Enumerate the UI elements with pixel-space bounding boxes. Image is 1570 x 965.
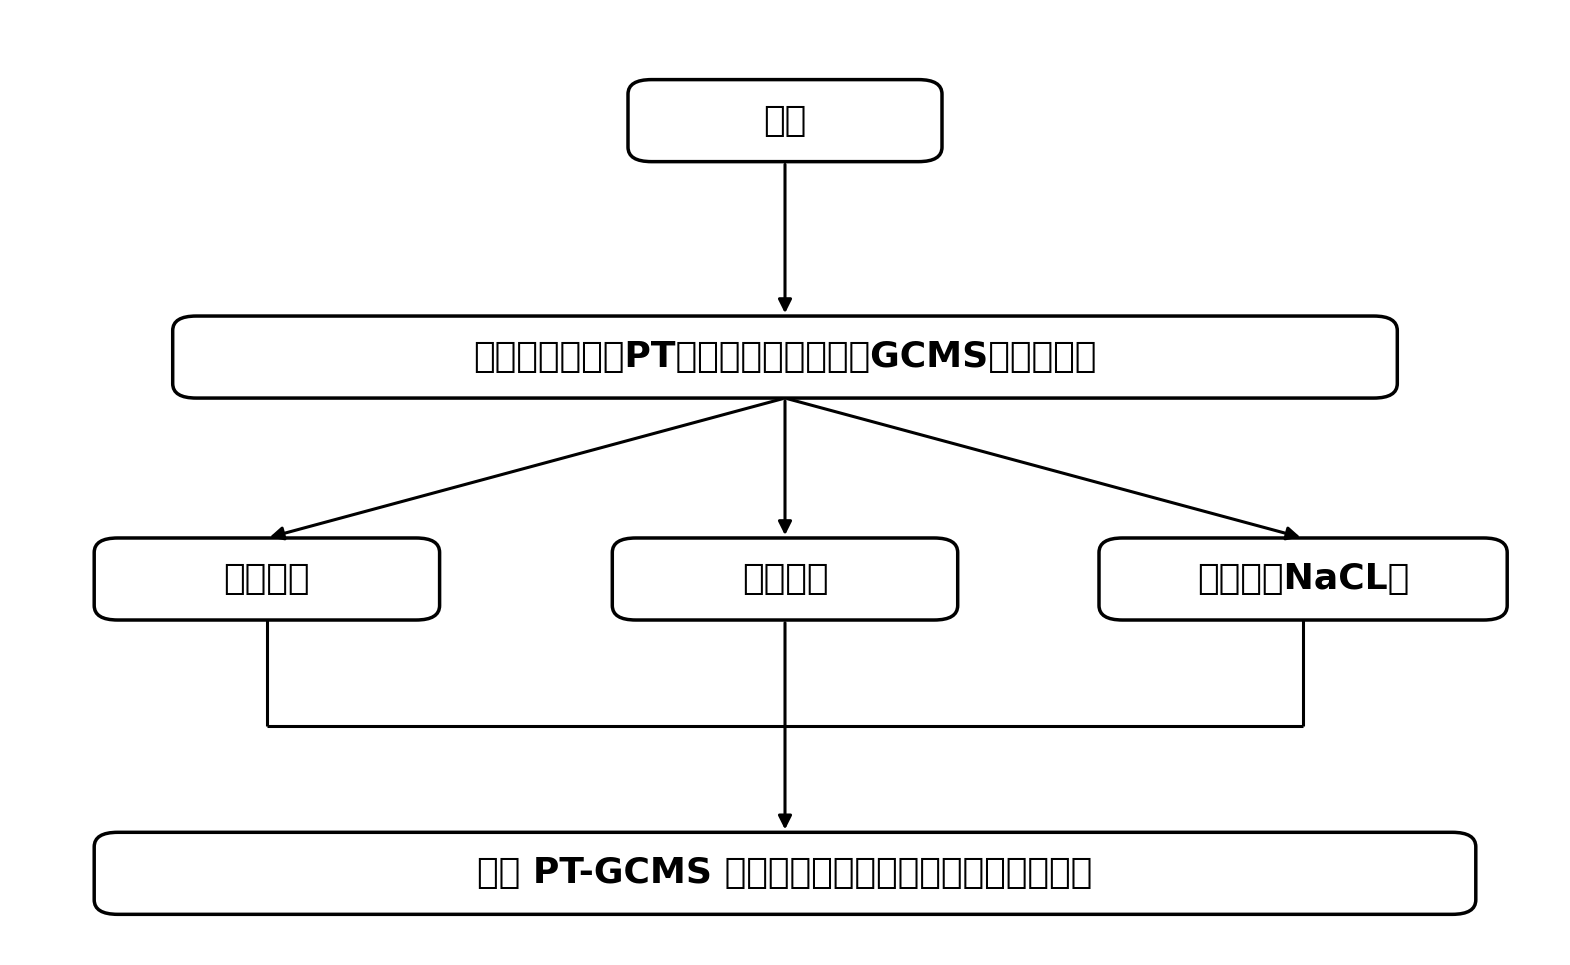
FancyBboxPatch shape	[94, 832, 1476, 915]
FancyBboxPatch shape	[612, 538, 958, 620]
Text: 运用 PT-GCMS 建立起的条件测定牛奶中风味物质成分: 运用 PT-GCMS 建立起的条件测定牛奶中风味物质成分	[477, 856, 1093, 891]
FancyBboxPatch shape	[628, 80, 942, 161]
Text: 电解质（NaCL）: 电解质（NaCL）	[1196, 562, 1410, 596]
FancyBboxPatch shape	[173, 317, 1397, 398]
FancyBboxPatch shape	[94, 538, 440, 620]
Text: 萃取温度: 萃取温度	[223, 562, 311, 596]
FancyBboxPatch shape	[1099, 538, 1507, 620]
Text: 运用吹扫捕集（PT）结合气质联用仪（GCMS）进行分析: 运用吹扫捕集（PT）结合气质联用仪（GCMS）进行分析	[473, 340, 1097, 374]
Text: 牛奶: 牛奶	[763, 103, 807, 138]
Text: 萃取时间: 萃取时间	[741, 562, 829, 596]
